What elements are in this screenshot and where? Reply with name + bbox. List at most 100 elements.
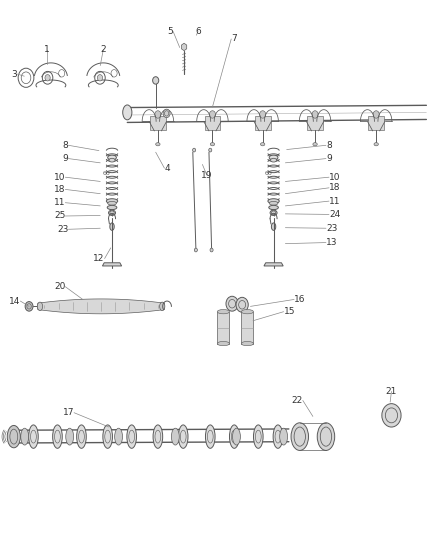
Ellipse shape (194, 248, 198, 252)
Ellipse shape (270, 210, 277, 215)
Polygon shape (150, 116, 166, 131)
Ellipse shape (209, 148, 212, 152)
Text: 14: 14 (9, 296, 20, 305)
Text: 18: 18 (54, 185, 65, 194)
Ellipse shape (261, 143, 265, 146)
Ellipse shape (110, 223, 114, 230)
Ellipse shape (53, 425, 62, 448)
Text: 23: 23 (57, 225, 68, 234)
Ellipse shape (269, 201, 278, 205)
Ellipse shape (272, 223, 276, 230)
Ellipse shape (115, 428, 123, 445)
Ellipse shape (271, 158, 277, 162)
Ellipse shape (210, 143, 215, 146)
Circle shape (25, 302, 33, 311)
Ellipse shape (153, 425, 162, 448)
Text: θσ: θσ (103, 171, 111, 176)
Polygon shape (102, 263, 122, 266)
Polygon shape (38, 299, 164, 314)
Circle shape (373, 111, 379, 118)
Text: 11: 11 (329, 197, 340, 206)
Polygon shape (307, 116, 323, 131)
Polygon shape (368, 116, 384, 131)
Text: 3: 3 (11, 70, 17, 78)
Text: 15: 15 (284, 307, 295, 316)
Polygon shape (181, 43, 187, 51)
Ellipse shape (254, 425, 263, 448)
Circle shape (155, 111, 161, 118)
Ellipse shape (313, 143, 317, 146)
Polygon shape (205, 116, 220, 131)
Text: 8: 8 (326, 141, 332, 150)
Circle shape (236, 297, 248, 312)
Ellipse shape (109, 210, 116, 215)
Ellipse shape (106, 199, 118, 204)
Ellipse shape (269, 205, 279, 209)
Text: 9: 9 (63, 154, 68, 163)
Text: 10: 10 (54, 173, 65, 182)
Ellipse shape (374, 143, 378, 146)
Circle shape (209, 111, 215, 118)
Circle shape (45, 75, 50, 81)
Ellipse shape (163, 109, 170, 118)
Circle shape (382, 403, 401, 427)
Text: 1: 1 (44, 45, 49, 54)
Ellipse shape (171, 428, 179, 445)
Ellipse shape (108, 155, 117, 160)
Text: θσ: θσ (265, 171, 272, 176)
Ellipse shape (77, 425, 86, 448)
Text: 12: 12 (93, 254, 105, 263)
Circle shape (97, 75, 102, 81)
Ellipse shape (268, 199, 279, 204)
Text: 18: 18 (329, 183, 340, 192)
Ellipse shape (230, 425, 239, 448)
Bar (241, 312, 254, 344)
Ellipse shape (241, 342, 254, 346)
Ellipse shape (205, 425, 215, 448)
Ellipse shape (123, 105, 132, 120)
Polygon shape (255, 116, 271, 131)
Polygon shape (264, 263, 283, 266)
Ellipse shape (152, 77, 159, 84)
Circle shape (312, 111, 318, 118)
Ellipse shape (273, 425, 283, 448)
Text: 11: 11 (54, 198, 65, 207)
Text: 19: 19 (201, 171, 212, 180)
Circle shape (260, 111, 266, 118)
Text: 4: 4 (164, 164, 170, 173)
Text: 6: 6 (195, 27, 201, 36)
Ellipse shape (108, 201, 117, 205)
Text: 2: 2 (100, 45, 106, 54)
Ellipse shape (127, 425, 137, 448)
Text: 20: 20 (54, 282, 65, 291)
Text: 16: 16 (294, 295, 306, 304)
Text: 21: 21 (386, 387, 397, 396)
Ellipse shape (210, 248, 213, 252)
Ellipse shape (280, 428, 288, 445)
Ellipse shape (193, 148, 196, 152)
Ellipse shape (66, 428, 74, 445)
Text: 8: 8 (63, 141, 68, 150)
Ellipse shape (178, 425, 188, 448)
Ellipse shape (159, 302, 165, 311)
Ellipse shape (37, 302, 42, 311)
Bar (217, 312, 230, 344)
Ellipse shape (241, 310, 254, 314)
Text: 13: 13 (326, 238, 337, 247)
Text: 24: 24 (329, 210, 340, 219)
Ellipse shape (233, 428, 240, 445)
Ellipse shape (7, 425, 20, 448)
Ellipse shape (269, 155, 278, 160)
Ellipse shape (291, 423, 308, 450)
Ellipse shape (109, 158, 115, 162)
Ellipse shape (217, 342, 230, 346)
Ellipse shape (107, 205, 117, 209)
Text: 25: 25 (54, 212, 65, 221)
Ellipse shape (28, 425, 38, 448)
Ellipse shape (103, 425, 113, 448)
Text: 9: 9 (326, 154, 332, 163)
Text: 10: 10 (329, 173, 340, 182)
Text: 17: 17 (63, 408, 74, 417)
Ellipse shape (317, 423, 335, 450)
Circle shape (226, 296, 238, 311)
